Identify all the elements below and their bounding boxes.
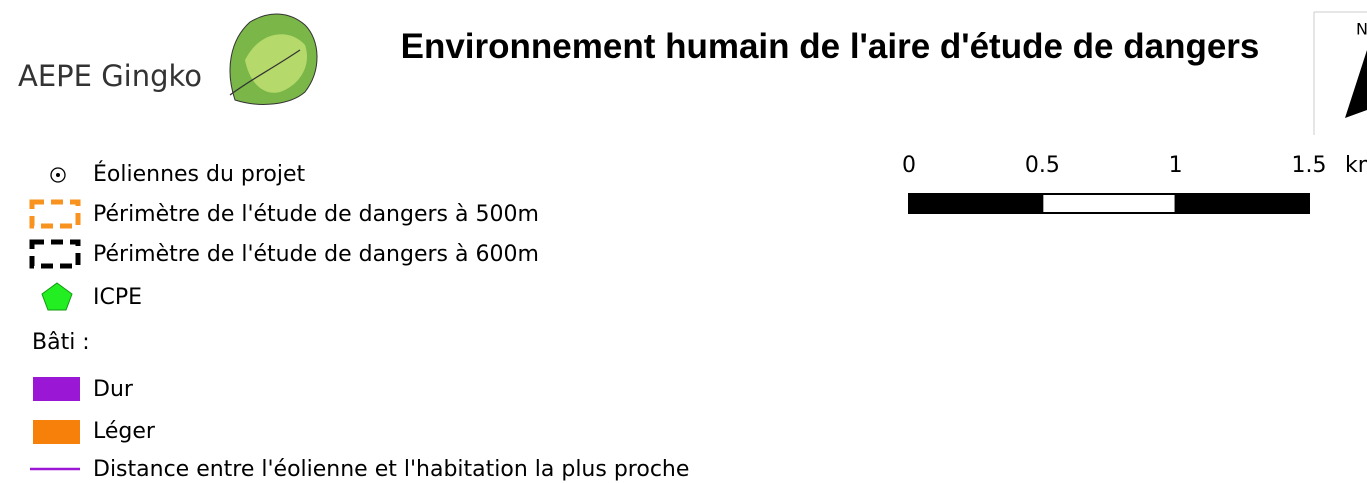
legend-label: Périmètre de l'étude de dangers à 500m xyxy=(93,202,539,227)
legend-symbols xyxy=(29,167,81,471)
scale-segment xyxy=(1174,193,1310,214)
logo-stem xyxy=(229,49,301,96)
legend-label: Distance entre l'éolienne et l'habitatio… xyxy=(93,457,689,482)
turbine-symbol-dot xyxy=(56,173,60,177)
icpe-symbol xyxy=(41,282,73,311)
turbine-symbol xyxy=(50,167,66,183)
scale-segment xyxy=(908,193,1044,214)
scale-unit: km xyxy=(1345,153,1367,178)
north-label: N xyxy=(1356,20,1367,39)
legend-label: Périmètre de l'étude de dangers à 600m xyxy=(93,242,539,267)
perimeter-600-symbol xyxy=(29,239,81,269)
dur-symbol xyxy=(33,377,80,401)
legend-labels: Éoliennes du projet Périmètre de l'étude… xyxy=(32,161,689,482)
legend-heading: Bâti : xyxy=(32,330,90,355)
perimeter-500-symbol xyxy=(29,199,81,229)
north-arrow: N xyxy=(1313,11,1367,135)
logo: AEPE Gingko xyxy=(18,13,318,105)
legend-label: ICPE xyxy=(93,285,142,310)
scale-tick-label: 0.5 xyxy=(1025,153,1060,178)
logo-leaf-light xyxy=(245,34,308,93)
legend-label: Léger xyxy=(93,419,156,444)
legend-label: Dur xyxy=(93,377,134,402)
scale-tick-label: 1 xyxy=(1169,153,1183,178)
legend-label: Éoliennes du projet xyxy=(93,161,306,187)
leger-symbol xyxy=(33,420,80,444)
map-title: Environnement humain de l'aire d'étude d… xyxy=(400,27,1260,66)
scale-tick-label: 1.5 xyxy=(1292,153,1327,178)
logo-text: AEPE Gingko xyxy=(18,59,202,93)
scale-tick-label: 0 xyxy=(902,153,916,178)
north-arrow-shape xyxy=(1345,50,1367,118)
scale-bar: 0 0.5 1 1.5 km xyxy=(902,153,1367,214)
scale-segment xyxy=(1041,193,1177,214)
